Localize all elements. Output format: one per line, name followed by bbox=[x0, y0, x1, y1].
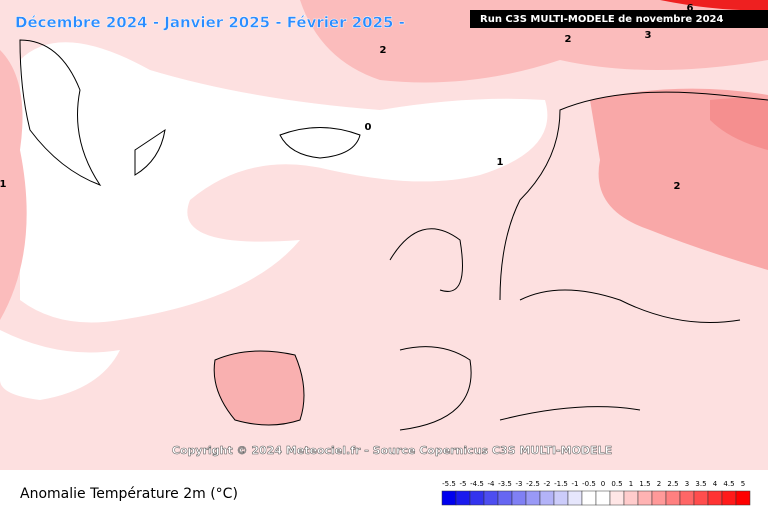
contour-label: 0 bbox=[365, 122, 372, 133]
warm-zone bbox=[213, 350, 305, 426]
legend-tick-label: -1.5 bbox=[554, 480, 568, 488]
run-banner bbox=[470, 10, 768, 28]
contour-label: 2 bbox=[565, 34, 572, 45]
title: Décembre 2024 - Janvier 2025 - Février 2… bbox=[15, 14, 405, 32]
coastline bbox=[389, 91, 768, 431]
legend-swatch bbox=[483, 490, 499, 506]
legend-swatch bbox=[567, 490, 583, 506]
legend-swatch bbox=[525, 490, 541, 506]
legend-swatch bbox=[651, 490, 667, 506]
legend-swatch bbox=[735, 490, 751, 506]
contour-label: 2 bbox=[674, 181, 681, 192]
hot-zone bbox=[660, 0, 768, 11]
legend-swatch bbox=[469, 490, 485, 506]
legend-tick-label: 2.5 bbox=[667, 480, 678, 488]
legend-swatch bbox=[707, 490, 723, 506]
legend-swatch bbox=[679, 490, 695, 506]
legend-tick-label: -2.5 bbox=[526, 480, 540, 488]
legend-title: Anomalie Température 2m (°C) bbox=[20, 486, 238, 502]
legend-swatch bbox=[721, 490, 737, 506]
legend-tick-label: -5.5 bbox=[442, 480, 456, 488]
copyright: Copyright © 2024 Meteociel.fr - Source C… bbox=[172, 444, 612, 457]
legend-tick-label: -4.5 bbox=[470, 480, 484, 488]
contour-label: 6 bbox=[687, 3, 694, 14]
warm-zone bbox=[0, 50, 27, 320]
neutral-zone bbox=[0, 330, 120, 400]
legend-tick-label: 2 bbox=[657, 480, 661, 488]
legend-tick-label: 3.5 bbox=[695, 480, 706, 488]
contour-label: 2 bbox=[380, 45, 387, 56]
legend-tick-label: -1 bbox=[572, 480, 579, 488]
contour-label: 3 bbox=[645, 30, 652, 41]
contour-label: 1 bbox=[497, 157, 504, 168]
legend-swatch bbox=[581, 490, 597, 506]
legend-swatch bbox=[693, 490, 709, 506]
legend-tick-label: -5 bbox=[460, 480, 467, 488]
legend-swatch bbox=[553, 490, 569, 506]
legend-tick-label: 0.5 bbox=[611, 480, 622, 488]
warm-zone bbox=[710, 97, 768, 150]
legend-swatch bbox=[595, 490, 611, 506]
legend-swatch bbox=[665, 490, 681, 506]
coastline bbox=[279, 127, 361, 159]
legend-tick-label: -4 bbox=[488, 480, 496, 488]
legend-tick-label: 0 bbox=[601, 480, 605, 488]
legend-swatch bbox=[539, 490, 555, 506]
legend-tick-label: 1.5 bbox=[639, 480, 650, 488]
legend-tick-label: -2 bbox=[544, 480, 551, 488]
legend-swatch bbox=[455, 490, 471, 506]
neutral-zone bbox=[20, 42, 548, 323]
legend-swatch bbox=[441, 490, 457, 506]
legend-tick-label: 1 bbox=[629, 480, 633, 488]
legend-swatch bbox=[497, 490, 513, 506]
warm-zone bbox=[590, 88, 768, 270]
legend-tick-label: 5 bbox=[741, 480, 745, 488]
contour-labels: 2 2 3 6 1 2 1 0 bbox=[0, 3, 694, 192]
map: 2 2 3 6 1 2 1 0 Run C3S MULTI-MODELE de novembr… bbox=[0, 0, 768, 470]
legend-tick-label: -3 bbox=[516, 480, 523, 488]
coastline bbox=[19, 39, 166, 187]
legend-swatch bbox=[623, 490, 639, 506]
legend-swatch bbox=[637, 490, 653, 506]
legend: -5.5 -5 -4.5 -4 -3.5 -3 -2.5 -2 -1.5 -1 -0.5 0 0.5 1 1… bbox=[441, 480, 751, 506]
legend-tick-label: 4 bbox=[713, 480, 718, 488]
legend-tick-label: -3.5 bbox=[498, 480, 512, 488]
legend-tick-label: 3 bbox=[685, 480, 689, 488]
contour-label: 1 bbox=[0, 179, 7, 190]
legend-swatch bbox=[511, 490, 527, 506]
legend-tick-label: 4.5 bbox=[723, 480, 734, 488]
run-label: Run C3S MULTI-MODELE de novembre 2024 bbox=[480, 14, 724, 25]
legend-swatch bbox=[609, 490, 625, 506]
legend-tick-label: -0.5 bbox=[582, 480, 596, 488]
